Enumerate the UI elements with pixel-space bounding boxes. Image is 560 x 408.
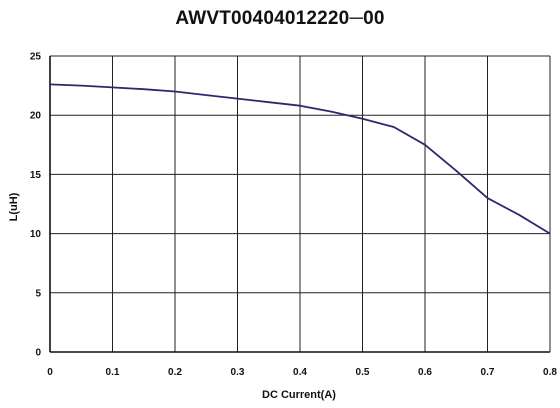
x-tick-label: 0.4 (293, 367, 307, 378)
y-tick-label: 5 (35, 288, 41, 299)
y-tick-label: 20 (30, 111, 42, 122)
chart-title: AWVT00404012220─00 (175, 8, 385, 29)
x-tick-label: 0.6 (418, 367, 432, 378)
x-tick-label: 0.8 (543, 367, 557, 378)
y-tick-label: 25 (30, 52, 42, 63)
x-tick-label: 0.7 (481, 367, 495, 378)
x-tick-label: 0.2 (168, 367, 182, 378)
x-axis-title: DC Current(A) (262, 389, 336, 401)
x-tick-label: 0.3 (231, 367, 245, 378)
x-tick-label: 0.5 (356, 367, 370, 378)
y-tick-label: 0 (35, 348, 41, 359)
x-tick-label: 0 (47, 367, 53, 378)
y-tick-label: 15 (30, 170, 42, 181)
x-tick-label: 0.1 (106, 367, 120, 378)
y-tick-label: 10 (30, 229, 42, 240)
inductance-series-line (49, 83, 551, 235)
y-axis-title: L(uH) (8, 192, 20, 221)
